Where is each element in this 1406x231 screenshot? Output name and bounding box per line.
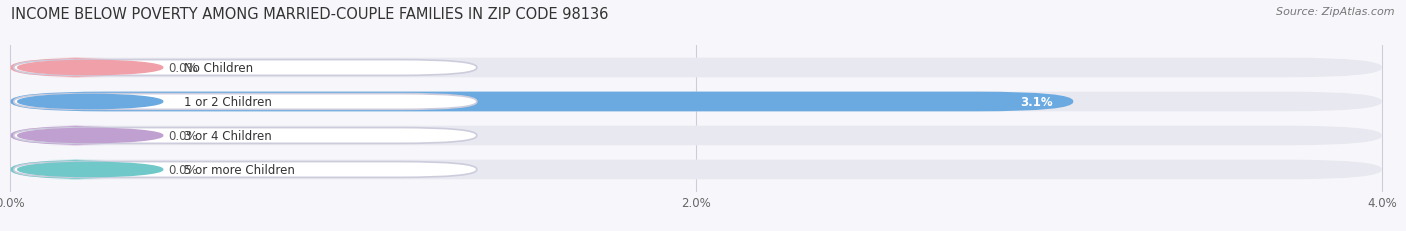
- Text: 3.1%: 3.1%: [1021, 96, 1053, 109]
- FancyBboxPatch shape: [10, 58, 1382, 78]
- Circle shape: [18, 61, 163, 75]
- FancyBboxPatch shape: [10, 92, 1073, 112]
- Text: 1 or 2 Children: 1 or 2 Children: [184, 96, 271, 109]
- Text: 5 or more Children: 5 or more Children: [184, 163, 295, 176]
- Text: 3 or 4 Children: 3 or 4 Children: [184, 129, 271, 142]
- Text: No Children: No Children: [184, 62, 253, 75]
- FancyBboxPatch shape: [14, 94, 477, 110]
- FancyBboxPatch shape: [14, 162, 477, 178]
- FancyBboxPatch shape: [10, 92, 1382, 112]
- Text: Source: ZipAtlas.com: Source: ZipAtlas.com: [1277, 7, 1395, 17]
- Circle shape: [18, 95, 163, 109]
- Circle shape: [18, 129, 163, 143]
- Text: 0.0%: 0.0%: [169, 163, 198, 176]
- FancyBboxPatch shape: [14, 60, 477, 76]
- Circle shape: [18, 163, 163, 177]
- Text: 0.0%: 0.0%: [169, 62, 198, 75]
- FancyBboxPatch shape: [10, 58, 141, 78]
- Text: INCOME BELOW POVERTY AMONG MARRIED-COUPLE FAMILIES IN ZIP CODE 98136: INCOME BELOW POVERTY AMONG MARRIED-COUPL…: [11, 7, 609, 22]
- FancyBboxPatch shape: [14, 128, 477, 144]
- FancyBboxPatch shape: [10, 126, 1382, 146]
- FancyBboxPatch shape: [10, 126, 141, 146]
- Text: 0.0%: 0.0%: [169, 129, 198, 142]
- FancyBboxPatch shape: [10, 160, 141, 179]
- FancyBboxPatch shape: [10, 160, 1382, 179]
